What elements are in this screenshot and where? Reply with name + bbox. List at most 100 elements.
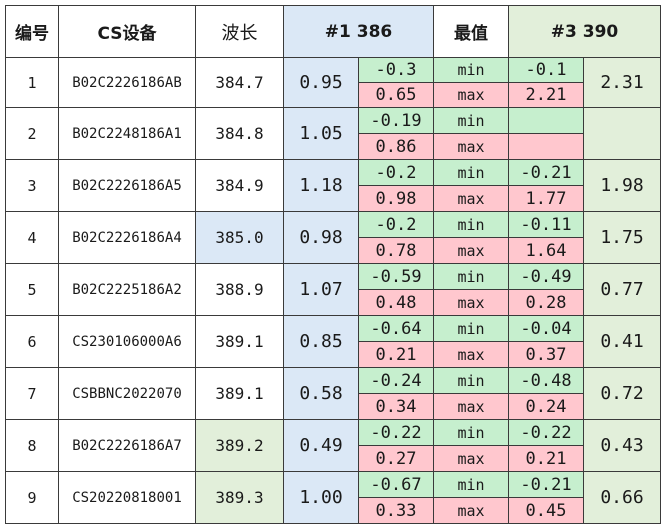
cell-id[interactable]: 4 [5,211,59,264]
cell-ch3-value[interactable]: 0.72 [583,367,661,420]
cell-max-label[interactable]: max [433,237,509,264]
cell-ch3-value[interactable]: 0.41 [583,315,661,368]
cell-max-label[interactable]: max [433,393,509,420]
cell-device[interactable]: CS20220818001 [58,471,196,524]
cell-max-label[interactable]: max [433,289,509,316]
cell-ch3-value[interactable]: 1.98 [583,159,661,212]
cell-ch3-value[interactable]: 0.66 [583,471,661,524]
cell-ch1-value[interactable]: 0.98 [283,211,359,264]
cell-ch3-max[interactable]: 0.37 [508,341,584,368]
cell-ch1-min[interactable]: -0.2 [358,211,434,238]
cell-device[interactable]: CS230106000A6 [58,315,196,368]
cell-ch1-max[interactable]: 0.27 [358,445,434,472]
header-wavelength[interactable]: 波长 [195,5,284,58]
cell-id[interactable]: 8 [5,419,59,472]
cell-device[interactable]: B02C2226186A5 [58,159,196,212]
cell-ch3-min[interactable]: -0.04 [508,315,584,342]
header-ch1[interactable]: #1 386 [283,5,434,58]
cell-ch3-min[interactable]: -0.22 [508,419,584,446]
cell-ch3-max[interactable]: 0.28 [508,289,584,316]
header-device[interactable]: CS设备 [58,5,196,58]
cell-min-label[interactable]: min [433,263,509,290]
cell-min-label[interactable]: min [433,367,509,394]
cell-ch1-min[interactable]: -0.59 [358,263,434,290]
cell-ch3-min[interactable]: -0.1 [508,57,584,83]
cell-min-label[interactable]: min [433,57,509,83]
cell-device[interactable]: B02C2226186AB [58,57,196,108]
cell-ch3-min[interactable]: -0.48 [508,367,584,394]
cell-min-label[interactable]: min [433,471,509,498]
cell-device[interactable]: CSBBNC2022070 [58,367,196,420]
header-id[interactable]: 编号 [5,5,59,58]
cell-ch3-value[interactable]: 2.31 [583,57,661,108]
cell-ch1-min[interactable]: -0.64 [358,315,434,342]
cell-id[interactable]: 1 [5,57,59,108]
cell-wavelength[interactable]: 384.7 [195,57,284,108]
cell-max-label[interactable]: max [433,133,509,160]
cell-wavelength[interactable]: 389.2 [195,419,284,472]
cell-ch1-max[interactable]: 0.86 [358,133,434,160]
cell-min-label[interactable]: min [433,315,509,342]
cell-ch1-value[interactable]: 0.85 [283,315,359,368]
header-extreme[interactable]: 最值 [433,5,509,58]
cell-id[interactable]: 3 [5,159,59,212]
cell-ch1-max[interactable]: 0.48 [358,289,434,316]
cell-ch3-min[interactable]: -0.49 [508,263,584,290]
cell-ch1-max[interactable]: 0.21 [358,341,434,368]
cell-min-label[interactable]: min [433,211,509,238]
header-ch3[interactable]: #3 390 [508,5,661,58]
cell-ch1-value[interactable]: 0.58 [283,367,359,420]
cell-ch1-min[interactable]: -0.19 [358,107,434,134]
cell-ch3-max[interactable]: 1.77 [508,185,584,212]
cell-id[interactable]: 5 [5,263,59,316]
cell-id[interactable]: 9 [5,471,59,524]
cell-ch1-min[interactable]: -0.3 [358,57,434,83]
cell-wavelength[interactable]: 389.1 [195,315,284,368]
cell-ch1-value[interactable]: 1.07 [283,263,359,316]
cell-ch1-value[interactable]: 0.49 [283,419,359,472]
cell-max-label[interactable]: max [433,185,509,212]
cell-ch3-max[interactable]: 0.21 [508,445,584,472]
cell-ch3-min[interactable]: -0.11 [508,211,584,238]
cell-ch3-min[interactable] [508,107,584,134]
cell-ch1-min[interactable]: -0.2 [358,159,434,186]
cell-max-label[interactable]: max [433,341,509,368]
cell-ch1-max[interactable]: 0.65 [358,82,434,108]
cell-ch3-min[interactable]: -0.21 [508,159,584,186]
cell-ch1-max[interactable]: 0.78 [358,237,434,264]
cell-wavelength[interactable]: 388.9 [195,263,284,316]
cell-wavelength[interactable]: 384.9 [195,159,284,212]
cell-wavelength[interactable]: 389.1 [195,367,284,420]
cell-id[interactable]: 6 [5,315,59,368]
cell-ch1-value[interactable]: 0.95 [283,57,359,108]
cell-ch1-value[interactable]: 1.00 [283,471,359,524]
cell-ch1-max[interactable]: 0.33 [358,497,434,524]
cell-device[interactable]: B02C2248186A1 [58,107,196,160]
cell-ch3-max[interactable]: 2.21 [508,82,584,108]
cell-ch1-value[interactable]: 1.05 [283,107,359,160]
cell-ch3-value[interactable]: 1.75 [583,211,661,264]
cell-id[interactable]: 2 [5,107,59,160]
cell-ch1-min[interactable]: -0.24 [358,367,434,394]
cell-device[interactable]: B02C2226186A4 [58,211,196,264]
cell-wavelength[interactable]: 384.8 [195,107,284,160]
cell-id[interactable]: 7 [5,367,59,420]
cell-ch3-max[interactable] [508,133,584,160]
cell-min-label[interactable]: min [433,107,509,134]
cell-ch3-max[interactable]: 1.64 [508,237,584,264]
cell-ch1-max[interactable]: 0.98 [358,185,434,212]
cell-min-label[interactable]: min [433,159,509,186]
cell-min-label[interactable]: min [433,419,509,446]
cell-wavelength[interactable]: 389.3 [195,471,284,524]
cell-device[interactable]: B02C2225186A2 [58,263,196,316]
cell-ch3-value[interactable] [583,107,661,160]
cell-ch1-min[interactable]: -0.67 [358,471,434,498]
cell-ch3-min[interactable]: -0.21 [508,471,584,498]
cell-max-label[interactable]: max [433,445,509,472]
cell-ch1-max[interactable]: 0.34 [358,393,434,420]
cell-device[interactable]: B02C2226186A7 [58,419,196,472]
cell-ch3-value[interactable]: 0.43 [583,419,661,472]
cell-ch3-max[interactable]: 0.24 [508,393,584,420]
cell-max-label[interactable]: max [433,497,509,524]
cell-max-label[interactable]: max [433,82,509,108]
